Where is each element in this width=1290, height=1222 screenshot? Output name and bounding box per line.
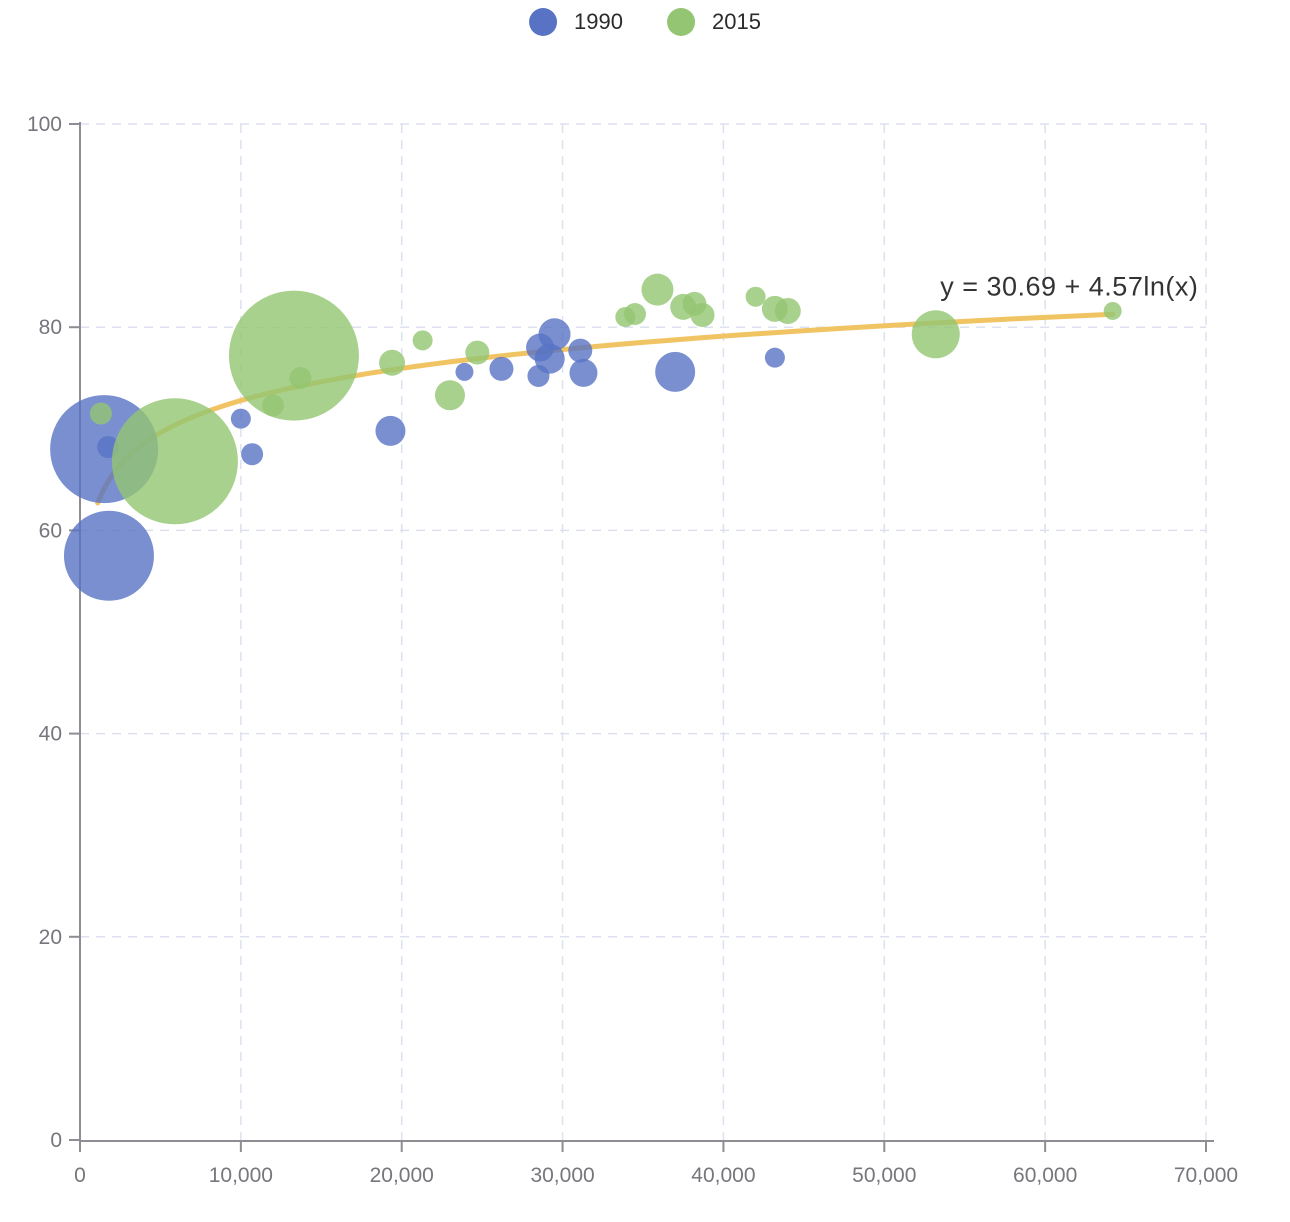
- legend-swatch-1990-icon: [529, 8, 558, 36]
- legend-label-2015: 2015: [712, 9, 761, 34]
- y-tick-label: 60: [39, 519, 62, 542]
- bubble-2015[interactable]: [289, 367, 312, 389]
- x-tick-label: 50,000: [852, 1164, 916, 1187]
- y-tick-label: 20: [39, 926, 62, 949]
- legend-item-1990[interactable]: 1990: [529, 8, 623, 36]
- bubble-1990[interactable]: [375, 415, 406, 446]
- y-tick-label: 0: [50, 1129, 62, 1152]
- bubble-2015[interactable]: [911, 310, 960, 359]
- bubble-1990[interactable]: [764, 347, 785, 368]
- x-tick-label: 30,000: [530, 1164, 594, 1187]
- y-tick-label: 100: [27, 113, 62, 136]
- bubble-1990[interactable]: [63, 510, 154, 601]
- legend-label-1990: 1990: [574, 9, 623, 34]
- bubble-2015[interactable]: [774, 297, 801, 324]
- bubble-2015[interactable]: [1103, 301, 1122, 320]
- trendline-equation: y = 30.69 + 4.57ln(x): [940, 271, 1199, 302]
- bubble-2015[interactable]: [745, 286, 766, 307]
- legend-item-2015[interactable]: 2015: [667, 8, 761, 36]
- bubble-2015[interactable]: [379, 349, 406, 376]
- x-tick-label: 70,000: [1174, 1164, 1238, 1187]
- bubble-1990[interactable]: [568, 338, 593, 363]
- bubble-2015[interactable]: [434, 380, 465, 411]
- legend-swatch-2015-icon: [667, 8, 695, 36]
- bubble-1990[interactable]: [241, 443, 264, 466]
- bubble-1990[interactable]: [489, 356, 514, 381]
- bubble-2015[interactable]: [89, 402, 112, 425]
- x-tick-label: 20,000: [370, 1164, 434, 1187]
- bubble-1990[interactable]: [538, 318, 571, 351]
- bubble-2015[interactable]: [465, 340, 490, 365]
- bubble-1990[interactable]: [455, 362, 474, 381]
- bubble-2015[interactable]: [623, 302, 646, 325]
- bubble-1990[interactable]: [569, 358, 598, 387]
- x-tick-label: 60,000: [1013, 1164, 1077, 1187]
- x-tick-label: 40,000: [691, 1164, 755, 1187]
- bubble-1990[interactable]: [534, 343, 565, 374]
- bubble-2015[interactable]: [111, 398, 238, 525]
- bubble-2015[interactable]: [412, 330, 433, 351]
- x-tick-label: 10,000: [209, 1164, 273, 1187]
- x-tick-label: 0: [74, 1164, 86, 1187]
- y-tick-label: 80: [39, 316, 62, 339]
- bubble-1990[interactable]: [230, 408, 251, 429]
- y-tick-label: 40: [39, 723, 62, 746]
- bubble-2015[interactable]: [228, 290, 359, 421]
- bubble-2015[interactable]: [641, 273, 674, 306]
- chart-legend: 1990 2015: [529, 8, 761, 36]
- bubble-1990[interactable]: [655, 351, 696, 392]
- bubble-2015[interactable]: [690, 303, 715, 328]
